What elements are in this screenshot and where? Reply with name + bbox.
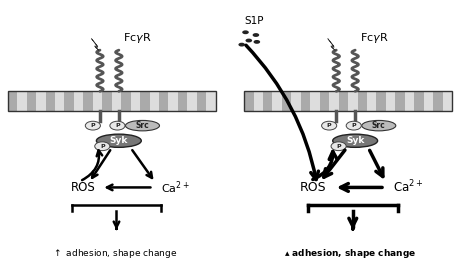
Bar	[433, 91, 443, 111]
Circle shape	[110, 121, 125, 130]
Bar	[301, 91, 310, 111]
Text: P: P	[115, 123, 120, 128]
Bar	[282, 91, 292, 111]
Bar	[254, 91, 263, 111]
Bar	[443, 91, 452, 111]
Bar	[395, 91, 405, 111]
Bar	[159, 91, 168, 111]
Bar	[102, 91, 112, 111]
Text: Src: Src	[372, 121, 386, 130]
Bar	[424, 91, 433, 111]
Bar	[36, 91, 46, 111]
Text: P: P	[100, 144, 105, 149]
Text: P: P	[91, 123, 95, 128]
Circle shape	[321, 121, 337, 130]
Text: P: P	[327, 123, 331, 128]
Bar	[131, 91, 140, 111]
Circle shape	[95, 142, 110, 151]
Circle shape	[85, 121, 100, 130]
Bar	[367, 91, 376, 111]
Circle shape	[331, 142, 346, 151]
Text: S1P: S1P	[244, 16, 264, 26]
Bar	[8, 91, 17, 111]
Text: ROS: ROS	[299, 181, 326, 194]
Polygon shape	[328, 39, 335, 51]
Bar	[414, 91, 424, 111]
Text: Syk: Syk	[109, 136, 128, 145]
Circle shape	[254, 40, 260, 44]
Circle shape	[346, 121, 361, 130]
Bar	[178, 91, 187, 111]
Bar	[121, 91, 131, 111]
Bar	[357, 91, 367, 111]
Bar	[405, 91, 414, 111]
Circle shape	[238, 43, 245, 47]
Bar	[187, 91, 197, 111]
Bar	[93, 91, 102, 111]
Text: Src: Src	[136, 121, 149, 130]
Bar	[329, 91, 338, 111]
Text: Ca$^{2+}$: Ca$^{2+}$	[393, 179, 423, 196]
Text: ROS: ROS	[71, 181, 96, 194]
Circle shape	[242, 30, 249, 34]
Ellipse shape	[333, 134, 378, 147]
Bar	[310, 91, 319, 111]
Bar	[64, 91, 74, 111]
Text: Fc$\gamma$R: Fc$\gamma$R	[360, 31, 388, 45]
Bar	[168, 91, 178, 111]
Text: Fc$\gamma$R: Fc$\gamma$R	[123, 31, 152, 45]
Circle shape	[253, 33, 259, 37]
Bar	[27, 91, 36, 111]
Bar	[244, 91, 254, 111]
Bar	[83, 91, 93, 111]
Bar	[263, 91, 273, 111]
Bar	[197, 91, 206, 111]
Bar	[17, 91, 27, 111]
Ellipse shape	[126, 120, 159, 131]
Bar	[55, 91, 64, 111]
Bar	[386, 91, 395, 111]
Text: P: P	[351, 123, 356, 128]
Bar	[244, 91, 452, 111]
Ellipse shape	[362, 120, 396, 131]
Text: Syk: Syk	[346, 136, 365, 145]
Bar	[292, 91, 301, 111]
Text: $\blacktriangle$ adhesion, shape change: $\blacktriangle$ adhesion, shape change	[284, 247, 417, 260]
Bar	[338, 91, 348, 111]
Bar	[46, 91, 55, 111]
Bar	[319, 91, 329, 111]
Bar	[8, 91, 216, 111]
Bar	[140, 91, 150, 111]
Bar	[348, 91, 357, 111]
Polygon shape	[91, 39, 99, 51]
Circle shape	[246, 39, 252, 43]
Bar	[74, 91, 83, 111]
Bar	[112, 91, 121, 111]
Text: P: P	[336, 144, 341, 149]
Bar	[206, 91, 216, 111]
Text: $\uparrow$ adhesion, shape change: $\uparrow$ adhesion, shape change	[52, 247, 177, 260]
Ellipse shape	[96, 134, 141, 147]
Bar	[376, 91, 386, 111]
Bar	[273, 91, 282, 111]
Text: Ca$^{2+}$: Ca$^{2+}$	[161, 179, 190, 196]
Bar	[150, 91, 159, 111]
